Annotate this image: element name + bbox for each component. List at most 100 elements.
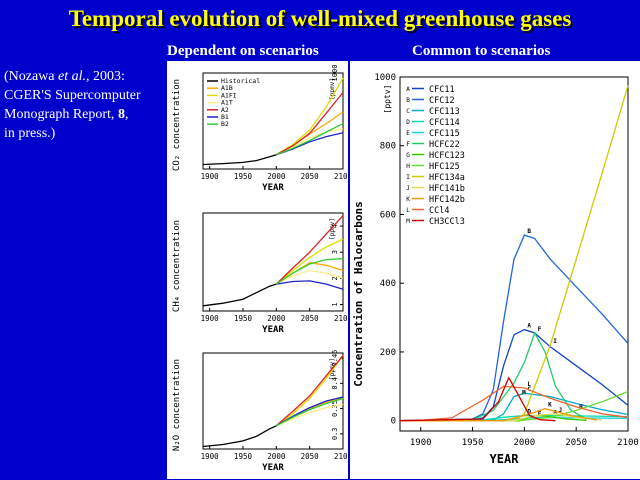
n2o-chart: 1900 1950 2000 2050 2100 0.3 0.35 0.4 0.45 YEAR N₂… bbox=[172, 350, 348, 473]
legend-label-a1fi: A1FI bbox=[221, 91, 237, 99]
line-marker-b: B bbox=[527, 228, 531, 235]
x-tick-label: 2050 bbox=[301, 452, 320, 461]
legend-letter-h: H bbox=[406, 163, 410, 170]
series-line-a1t bbox=[276, 403, 344, 427]
citation-line4: in press.) bbox=[4, 126, 56, 141]
x-axis-label: YEAR bbox=[490, 452, 520, 466]
legend-label-hfc142b: HFC142b bbox=[429, 195, 465, 205]
series-line-b2 bbox=[276, 123, 344, 156]
y-axis-label: Concentration of Halocarbons bbox=[352, 201, 365, 386]
plot-frame bbox=[202, 72, 344, 170]
legend-label-b1: B1 bbox=[221, 113, 229, 121]
x-tick-label: 2100 bbox=[334, 172, 348, 181]
series-line-a2 bbox=[275, 355, 344, 427]
y-tick-label: 3 bbox=[331, 250, 339, 254]
legend-letter-c: C bbox=[406, 108, 410, 115]
legend-label-a1b: A1B bbox=[221, 84, 233, 92]
slide-title: Temporal evolution of well-mixed greenho… bbox=[68, 6, 572, 31]
citation-authors: (Nozawa bbox=[4, 69, 59, 84]
line-marker-m: M bbox=[522, 390, 526, 397]
legend-label-hcfc123: HCFC123 bbox=[429, 151, 465, 161]
legend-label-hfc125: HFC125 bbox=[429, 162, 460, 172]
citation-line3: Monograph Report, bbox=[4, 107, 118, 122]
series-line-a1t bbox=[276, 128, 344, 156]
legend-letter-b: B bbox=[406, 97, 410, 104]
line-marker-d: D bbox=[527, 409, 531, 416]
citation: (Nozawa et al., 2003: CGER'S Supercomput… bbox=[4, 67, 169, 143]
x-tick-label: 1950 bbox=[234, 172, 253, 181]
x-tick-label: 1900 bbox=[201, 172, 220, 181]
legend-label-cfc12: CFC12 bbox=[429, 96, 455, 106]
series-line-hcfc22 bbox=[399, 331, 587, 422]
y-tick-label: 400 bbox=[380, 279, 396, 289]
subtitle-scenario-dependent: Dependent on scenarios bbox=[167, 43, 319, 59]
scenario-charts-panel: 1900 1950 2000 2050 2100 1000 YEAR CO₂ concentr… bbox=[167, 61, 348, 479]
x-tick-label: 2000 bbox=[267, 172, 286, 181]
x-tick-label: 1950 bbox=[462, 438, 484, 448]
x-axis-label: YEAR bbox=[262, 183, 284, 193]
x-tick-label: 1900 bbox=[410, 438, 432, 448]
legend-letter-f: F bbox=[406, 141, 410, 148]
y-tick-label: 0.35 bbox=[331, 400, 339, 417]
x-tick-label: 2050 bbox=[301, 172, 320, 181]
series-line-historical bbox=[202, 283, 277, 307]
series-line-a1fi bbox=[275, 355, 344, 427]
x-axis-label: YEAR bbox=[262, 463, 284, 473]
series-line-hfc142b bbox=[400, 408, 598, 422]
ch4-chart: 1900 1950 2000 2050 2100 1 2 3 4 YEAR CH₄ concentr… bbox=[172, 212, 348, 335]
plot-frame bbox=[202, 352, 344, 450]
legend-letter-i: I bbox=[406, 174, 410, 181]
y-axis-label: N₂O concentration bbox=[172, 359, 182, 451]
series-line-historical bbox=[202, 154, 277, 166]
citation-year: , 2003: bbox=[86, 69, 125, 84]
y-tick-label: 200 bbox=[380, 348, 396, 358]
citation-volume: 8 bbox=[117, 107, 125, 122]
legend-letter-a: A bbox=[406, 86, 410, 93]
series-line-cfc11 bbox=[399, 328, 629, 422]
y-tick-label: 600 bbox=[380, 210, 396, 220]
line-marker-j: J bbox=[558, 407, 562, 414]
y-tick-label: 0 bbox=[391, 417, 396, 427]
line-marker-g: G bbox=[553, 410, 557, 417]
legend-label-cfc114: CFC114 bbox=[429, 118, 460, 128]
line-marker-l: L bbox=[527, 381, 531, 388]
y-tick-label: 4 bbox=[331, 224, 339, 228]
y-tick-label: 800 bbox=[380, 142, 396, 152]
legend-letter-j: J bbox=[406, 185, 410, 192]
legend-letter-d: D bbox=[406, 119, 410, 126]
y-tick-label: 1000 bbox=[331, 65, 339, 82]
legend-letter-l: L bbox=[406, 207, 410, 214]
legend-label-a2: A2 bbox=[221, 106, 229, 114]
series-line-a1fi bbox=[275, 77, 344, 156]
x-tick-label: 1950 bbox=[234, 452, 253, 461]
plot-frame bbox=[399, 76, 629, 432]
x-tick-label: 2000 bbox=[267, 452, 286, 461]
legend-label-b2: B2 bbox=[221, 120, 229, 128]
x-tick-label: 2100 bbox=[617, 438, 639, 448]
halocarbon-chart: 1900 1950 2000 2050 2100 0 200 400 600 800 1000 YEA… bbox=[352, 73, 639, 466]
legend-label-historical: Historical bbox=[221, 77, 260, 85]
series-line-b2 bbox=[276, 397, 344, 427]
halocarbon-chart-panel: 1900 1950 2000 2050 2100 0 200 400 600 800 1000 YEA… bbox=[350, 61, 640, 479]
legend-label-hfc134a: HFC134a bbox=[429, 173, 465, 183]
y-tick-label: 0.4 bbox=[331, 377, 339, 390]
line-marker-h: H bbox=[579, 403, 583, 410]
series-line-b1 bbox=[276, 280, 344, 290]
y-tick-label: 1000 bbox=[374, 73, 396, 83]
legend-letter-k: K bbox=[406, 196, 410, 203]
citation-line2: CGER'S Supercomputer bbox=[4, 88, 141, 103]
y-tick-label: 1 bbox=[331, 302, 339, 306]
legend-label-hfc141b: HFC141b bbox=[429, 184, 465, 194]
legend-label-cfc115: CFC115 bbox=[429, 129, 460, 139]
y-tick-label: 0.3 bbox=[331, 428, 339, 441]
unit-label: [ppmv] bbox=[329, 78, 336, 100]
x-axis-label: YEAR bbox=[262, 325, 284, 335]
legend-label-ccl4: CCl4 bbox=[429, 206, 449, 216]
x-tick-label: 2000 bbox=[514, 438, 536, 448]
legend-letter-e: E bbox=[406, 130, 410, 137]
line-marker-i: I bbox=[553, 338, 557, 345]
line-marker-k: K bbox=[548, 402, 552, 409]
line-marker-e: E bbox=[538, 411, 542, 418]
plot-frame bbox=[202, 212, 344, 312]
series-line-b2 bbox=[275, 258, 344, 285]
